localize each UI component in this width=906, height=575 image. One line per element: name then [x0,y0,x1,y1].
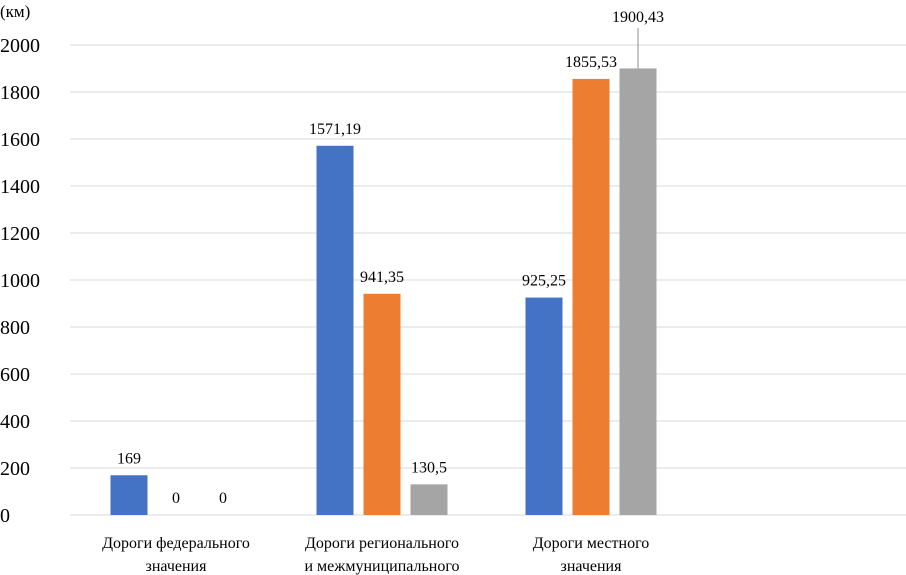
y-tick-label: 600 [0,364,30,386]
x-category-label: Дороги регионального [305,535,459,552]
data-label: 0 [219,490,227,507]
x-category-label: значения [561,558,623,575]
data-label: 1571,19 [309,121,361,138]
x-category-label: Дороги местного [533,535,649,552]
gridlines [70,44,906,516]
bar [525,297,563,515]
bar [110,475,148,515]
x-category-label: и межмуниципального [304,558,459,575]
data-label: 1900,43 [612,9,664,26]
y-tick-label: 2000 [0,35,40,57]
y-tick-label: 1600 [0,129,40,151]
y-unit-label: (км) [0,2,30,21]
data-label: 925,25 [522,273,566,290]
data-label: 941,35 [360,269,404,286]
y-tick-label: 200 [0,458,30,480]
bar [363,293,401,515]
x-axis-categories: Дороги федерального значения Дороги регион… [102,535,649,575]
y-tick-label: 400 [0,411,30,433]
data-label: 130,5 [411,459,447,476]
bar [316,145,354,515]
x-category-label: Дороги федерального [102,535,250,552]
y-tick-label: 0 [0,505,10,527]
y-tick-label: 1000 [0,270,40,292]
y-tick-label: 1200 [0,223,40,245]
bar [572,78,610,516]
bar [619,68,657,515]
y-tick-label: 1800 [0,82,40,104]
data-label: 169 [117,450,141,467]
data-label: 0 [172,490,180,507]
data-label: 1855,53 [565,54,617,71]
data-labels: 169 1571,19 925,25 0 941,35 1855,53 0 130,5 1900… [117,9,664,507]
y-tick-label: 800 [0,317,30,339]
bars [110,68,657,516]
y-tick-label: 1400 [0,176,40,198]
y-axis-ticks: 0 200 400 600 800 1000 1200 1400 1600 1800 2000 [0,35,40,527]
x-category-label: значения [146,558,208,575]
bar [410,484,448,515]
